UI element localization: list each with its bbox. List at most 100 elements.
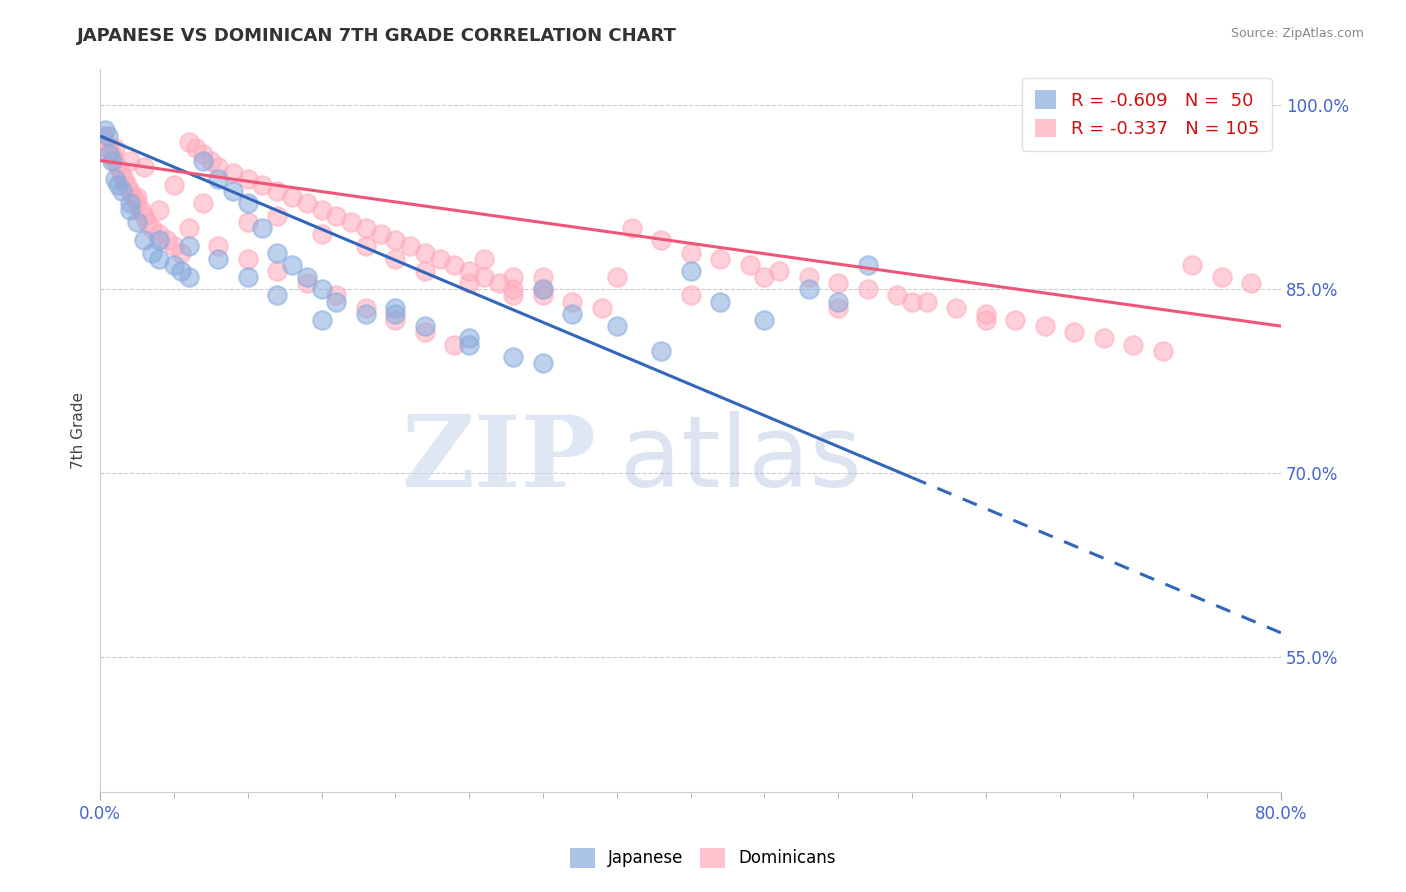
Y-axis label: 7th Grade: 7th Grade <box>72 392 86 469</box>
Point <box>118 196 141 211</box>
Point <box>974 313 997 327</box>
Point <box>325 294 347 309</box>
Point <box>148 202 170 217</box>
Point <box>111 184 134 198</box>
Point <box>134 233 156 247</box>
Point <box>754 270 776 285</box>
Point <box>295 276 318 290</box>
Point <box>679 245 702 260</box>
Point <box>155 233 177 247</box>
Point <box>311 282 333 296</box>
Point <box>107 178 129 192</box>
Point <box>266 184 288 198</box>
Point <box>236 252 259 266</box>
Point <box>606 319 628 334</box>
Point <box>131 202 153 217</box>
Point <box>98 147 121 161</box>
Point <box>531 282 554 296</box>
Point <box>429 252 451 266</box>
Point <box>266 288 288 302</box>
Point <box>384 233 406 247</box>
Point <box>472 270 495 285</box>
Point <box>125 215 148 229</box>
Point <box>93 135 115 149</box>
Point <box>1033 319 1056 334</box>
Point <box>1211 270 1233 285</box>
Point <box>531 288 554 302</box>
Point <box>193 153 215 168</box>
Point <box>96 141 118 155</box>
Point <box>252 178 274 192</box>
Point <box>620 221 643 235</box>
Point <box>384 313 406 327</box>
Point <box>177 221 200 235</box>
Point <box>797 282 820 296</box>
Point <box>325 288 347 302</box>
Point <box>797 270 820 285</box>
Text: atlas: atlas <box>620 411 862 508</box>
Point <box>148 233 170 247</box>
Point <box>827 294 849 309</box>
Point <box>974 307 997 321</box>
Point <box>488 276 510 290</box>
Point <box>222 166 245 180</box>
Point <box>413 264 436 278</box>
Point <box>207 160 229 174</box>
Legend: Japanese, Dominicans: Japanese, Dominicans <box>564 841 842 875</box>
Point <box>413 245 436 260</box>
Point <box>93 123 115 137</box>
Point <box>901 294 924 309</box>
Point <box>104 172 127 186</box>
Point <box>311 227 333 241</box>
Point <box>118 153 141 168</box>
Point <box>1240 276 1263 290</box>
Point <box>458 331 481 345</box>
Point <box>107 160 129 174</box>
Point <box>148 252 170 266</box>
Point <box>96 128 118 143</box>
Point <box>502 282 524 296</box>
Point <box>856 282 879 296</box>
Point <box>163 239 186 253</box>
Point <box>886 288 908 302</box>
Point <box>531 270 554 285</box>
Point <box>177 270 200 285</box>
Point <box>1122 337 1144 351</box>
Point <box>295 270 318 285</box>
Point <box>184 141 207 155</box>
Point <box>112 172 135 186</box>
Point <box>591 301 613 315</box>
Point <box>1092 331 1115 345</box>
Point <box>236 270 259 285</box>
Point <box>650 233 672 247</box>
Point <box>443 337 465 351</box>
Point <box>207 252 229 266</box>
Point <box>709 294 731 309</box>
Point <box>340 215 363 229</box>
Point <box>177 239 200 253</box>
Point <box>370 227 392 241</box>
Point <box>384 252 406 266</box>
Point <box>458 264 481 278</box>
Point <box>104 153 127 168</box>
Point <box>827 276 849 290</box>
Point <box>236 215 259 229</box>
Point <box>354 301 377 315</box>
Point <box>399 239 422 253</box>
Point <box>170 245 193 260</box>
Point <box>222 184 245 198</box>
Point <box>502 350 524 364</box>
Point <box>325 209 347 223</box>
Point <box>413 325 436 339</box>
Point <box>502 270 524 285</box>
Point <box>945 301 967 315</box>
Point <box>295 196 318 211</box>
Point <box>413 319 436 334</box>
Point <box>136 215 159 229</box>
Point <box>148 227 170 241</box>
Point <box>163 258 186 272</box>
Point <box>141 245 163 260</box>
Point <box>207 239 229 253</box>
Point <box>679 288 702 302</box>
Legend: R = -0.609   N =  50, R = -0.337   N = 105: R = -0.609 N = 50, R = -0.337 N = 105 <box>1022 78 1272 151</box>
